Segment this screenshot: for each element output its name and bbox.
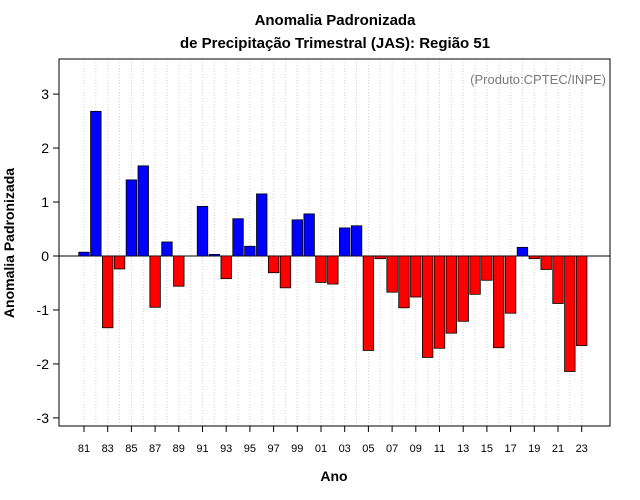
x-tick-label: 93 bbox=[220, 443, 232, 455]
y-axis-label: Anomalia Padronizada bbox=[1, 168, 17, 318]
bar-1981 bbox=[78, 251, 90, 257]
bar-1992 bbox=[208, 253, 221, 257]
x-axis-label: Ano bbox=[320, 468, 347, 484]
y-tick-label: 1 bbox=[41, 194, 49, 210]
chart-title-line1: Anomalia Padronizada bbox=[255, 12, 417, 29]
y-tick-label: -3 bbox=[37, 410, 50, 426]
bar-2011 bbox=[433, 255, 446, 349]
x-tick-label: 89 bbox=[173, 443, 185, 455]
bar-2008 bbox=[398, 255, 410, 309]
bar-2021 bbox=[552, 255, 564, 304]
x-tick-label: 95 bbox=[244, 443, 256, 455]
bar-2002 bbox=[327, 255, 339, 285]
bar-2012 bbox=[445, 255, 458, 334]
bar-2022 bbox=[564, 255, 576, 372]
x-tick-label: 03 bbox=[339, 443, 351, 455]
y-tick-label: -2 bbox=[37, 356, 50, 372]
x-tick-label: 87 bbox=[149, 443, 161, 455]
bar-2000 bbox=[303, 213, 315, 257]
y-tick-label: 3 bbox=[41, 86, 49, 102]
bar-1999 bbox=[291, 219, 303, 257]
x-tick-label: 85 bbox=[125, 443, 137, 455]
bar-2015 bbox=[481, 255, 493, 281]
bar-2013 bbox=[457, 255, 469, 322]
bars-group bbox=[78, 110, 588, 372]
bar-2001 bbox=[315, 255, 327, 283]
x-tick-label: 11 bbox=[434, 443, 445, 455]
bar-2009 bbox=[410, 255, 422, 298]
bar-2019 bbox=[528, 255, 540, 260]
bar-1988 bbox=[161, 241, 173, 257]
x-tick-label: 01 bbox=[315, 443, 327, 455]
bar-2016 bbox=[493, 255, 505, 349]
credit-text: (Produto:CPTEC/INPE) bbox=[470, 72, 606, 87]
bar-1987 bbox=[149, 255, 161, 308]
bar-1982 bbox=[90, 110, 102, 257]
bar-2006 bbox=[374, 255, 386, 260]
vertical-gridlines bbox=[83, 59, 583, 426]
bar-1986 bbox=[137, 165, 149, 257]
bar-1998 bbox=[279, 255, 292, 289]
bar-1994 bbox=[232, 218, 244, 257]
bar-2023 bbox=[576, 255, 588, 346]
bar-1984 bbox=[113, 255, 126, 270]
x-tick-label: 83 bbox=[102, 443, 114, 455]
y-axis: -3 -2 -1 0 1 2 3 bbox=[37, 86, 59, 426]
x-tick-label: 09 bbox=[410, 443, 422, 455]
x-tick-label: 97 bbox=[267, 443, 279, 455]
bar-1983 bbox=[102, 255, 114, 329]
plot-frame bbox=[58, 58, 611, 427]
x-tick-label: 13 bbox=[457, 443, 469, 455]
bar-1993 bbox=[220, 255, 232, 280]
bar-2004 bbox=[350, 225, 363, 257]
bar-1997 bbox=[267, 255, 280, 274]
x-tick-label: 17 bbox=[504, 443, 516, 455]
chart-title-line2: de Precipitação Trimestral (JAS): Região… bbox=[180, 35, 490, 52]
bar-1995 bbox=[244, 245, 256, 257]
x-tick-label: 05 bbox=[362, 443, 374, 455]
x-tick-label: 81 bbox=[78, 443, 90, 455]
bar-2020 bbox=[540, 255, 552, 270]
bar-2005 bbox=[362, 255, 375, 351]
bar-1996 bbox=[256, 193, 268, 257]
y-tick-label: -1 bbox=[37, 302, 50, 318]
x-tick-label: 99 bbox=[291, 443, 303, 455]
x-tick-label: 07 bbox=[386, 443, 398, 455]
bar-2003 bbox=[339, 227, 351, 257]
bar-2017 bbox=[504, 255, 517, 314]
bar-2018 bbox=[516, 246, 529, 257]
bar-2007 bbox=[386, 255, 398, 293]
x-tick-label: 23 bbox=[576, 443, 588, 455]
y-tick-label: 0 bbox=[41, 248, 49, 264]
bar-1989 bbox=[173, 255, 185, 287]
x-tick-label: 21 bbox=[552, 443, 564, 455]
bar-2014 bbox=[469, 255, 481, 295]
y-tick-label: 2 bbox=[41, 140, 49, 156]
x-tick-label: 19 bbox=[528, 443, 540, 455]
x-axis: 81 83 85 87 89 91 93 95 97 99 01 03 05 07 09 11 13 15 17 19… bbox=[78, 426, 588, 455]
x-tick-label: 15 bbox=[481, 443, 493, 455]
bar-1991 bbox=[196, 205, 209, 257]
x-tick-label: 91 bbox=[196, 443, 208, 455]
bar-2010 bbox=[421, 255, 434, 358]
bar-1985 bbox=[125, 179, 138, 257]
